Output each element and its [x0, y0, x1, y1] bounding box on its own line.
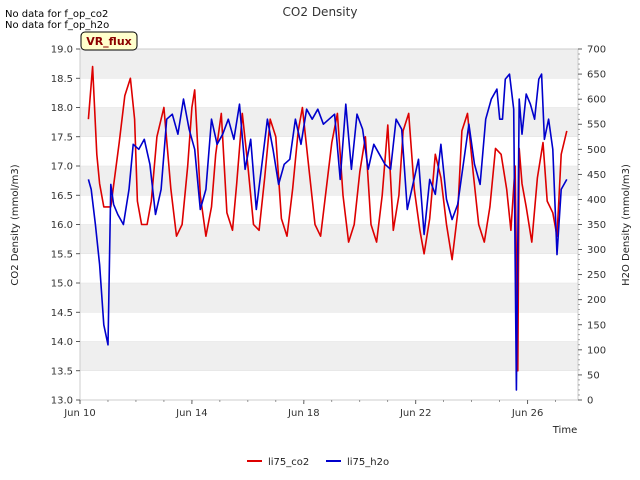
grid-band: [80, 341, 578, 371]
y-right-tick-label: 700: [587, 45, 606, 56]
y-right-tick-label: 200: [587, 295, 606, 306]
y-right-tick-label: 500: [587, 145, 606, 156]
chart-title: CO2 Density: [283, 5, 358, 19]
y-left-tick-label: 15.0: [51, 279, 73, 290]
y-right-tick-label: 550: [587, 120, 606, 131]
x-tick-label: Jun 10: [63, 408, 96, 419]
y-left-tick-label: 13.0: [51, 396, 73, 407]
x-tick-label: Jun 22: [399, 408, 432, 419]
y-right-tick-label: 600: [587, 95, 606, 106]
grid-band: [80, 283, 578, 313]
y-right-tick-label: 350: [587, 220, 606, 231]
y-right-tick-label: 400: [587, 195, 606, 206]
grid-band: [80, 224, 578, 254]
vr-flux-badge-label: VR_flux: [86, 35, 132, 48]
series-line-li75_h2o: [87, 73, 568, 391]
x-axis-label: Time: [552, 425, 577, 436]
y-axis-left: 13.0 13.5 14.0 14.5 15.0 15.5 16.0 16.5 17.0 17.5…: [51, 45, 80, 407]
grid-band: [80, 49, 578, 79]
y-left-tick-label: 17.5: [51, 132, 73, 143]
y-right-tick-label: 150: [587, 320, 606, 331]
legend: li75_co2 li75_h2o: [247, 457, 389, 468]
x-tick-label: Jun 26: [511, 408, 544, 419]
vr-flux-badge: VR_flux: [80, 31, 138, 51]
y-right-tick-label: 250: [587, 270, 606, 281]
y-left-tick-label: 15.5: [51, 249, 73, 260]
y-axis-right: 0 50 100 150 200 250 300 350 400 450 500 550 600 650 7…: [578, 45, 606, 407]
y-left-tick-label: 13.5: [51, 366, 73, 377]
y-axis-left-label: CO2 Density (mmol/m3): [10, 164, 21, 285]
y-left-tick-label: 18.5: [51, 74, 73, 85]
y-left-tick-label: 14.0: [51, 337, 73, 348]
y-right-tick-label: 50: [587, 370, 600, 381]
note-no-data-h2o: No data for f_op_h2o: [5, 20, 109, 31]
y-left-tick-label: 16.0: [51, 220, 73, 231]
y-left-tick-label: 18.0: [51, 103, 73, 114]
x-tick-label: Jun 14: [175, 408, 208, 419]
y-right-tick-label: 100: [587, 345, 606, 356]
x-tick-label: Jun 18: [287, 408, 320, 419]
y-left-tick-label: 19.0: [51, 45, 73, 56]
vr-flux-badge-box: [80, 31, 138, 51]
y-left-tick-label: 14.5: [51, 308, 73, 319]
y-axis-right-label: H2O Density (mmol/m3): [621, 164, 632, 286]
y-right-tick-label: 300: [587, 245, 606, 256]
legend-label-h2o: li75_h2o: [347, 457, 389, 468]
y-right-tick-label: 450: [587, 170, 606, 181]
y-right-tick-label: 0: [587, 396, 593, 407]
legend-label-co2: li75_co2: [268, 457, 309, 468]
note-no-data-co2: No data for f_op_co2: [5, 9, 108, 20]
series-layer: [87, 65, 568, 391]
x-axis: Jun 10 Jun 14 Jun 18 Jun 22 Jun 26: [63, 400, 556, 419]
y-left-tick-label: 16.5: [51, 191, 73, 202]
y-right-tick-label: 650: [587, 70, 606, 81]
y-left-tick-label: 17.0: [51, 162, 73, 173]
